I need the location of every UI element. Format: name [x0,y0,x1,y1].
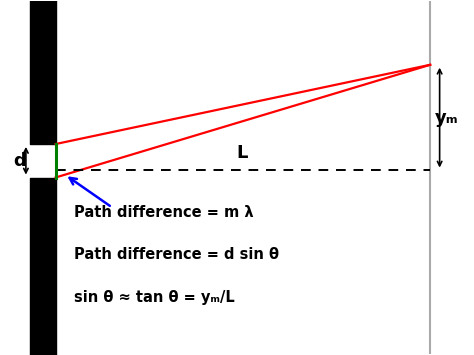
Text: d: d [13,152,26,170]
Text: L: L [236,144,247,162]
Text: Path difference = d sin θ: Path difference = d sin θ [74,247,280,262]
Text: yₘ: yₘ [435,109,458,127]
Text: sin θ ≈ tan θ = yₘ/L: sin θ ≈ tan θ = yₘ/L [74,290,235,305]
Text: Path difference = m λ: Path difference = m λ [74,205,254,220]
